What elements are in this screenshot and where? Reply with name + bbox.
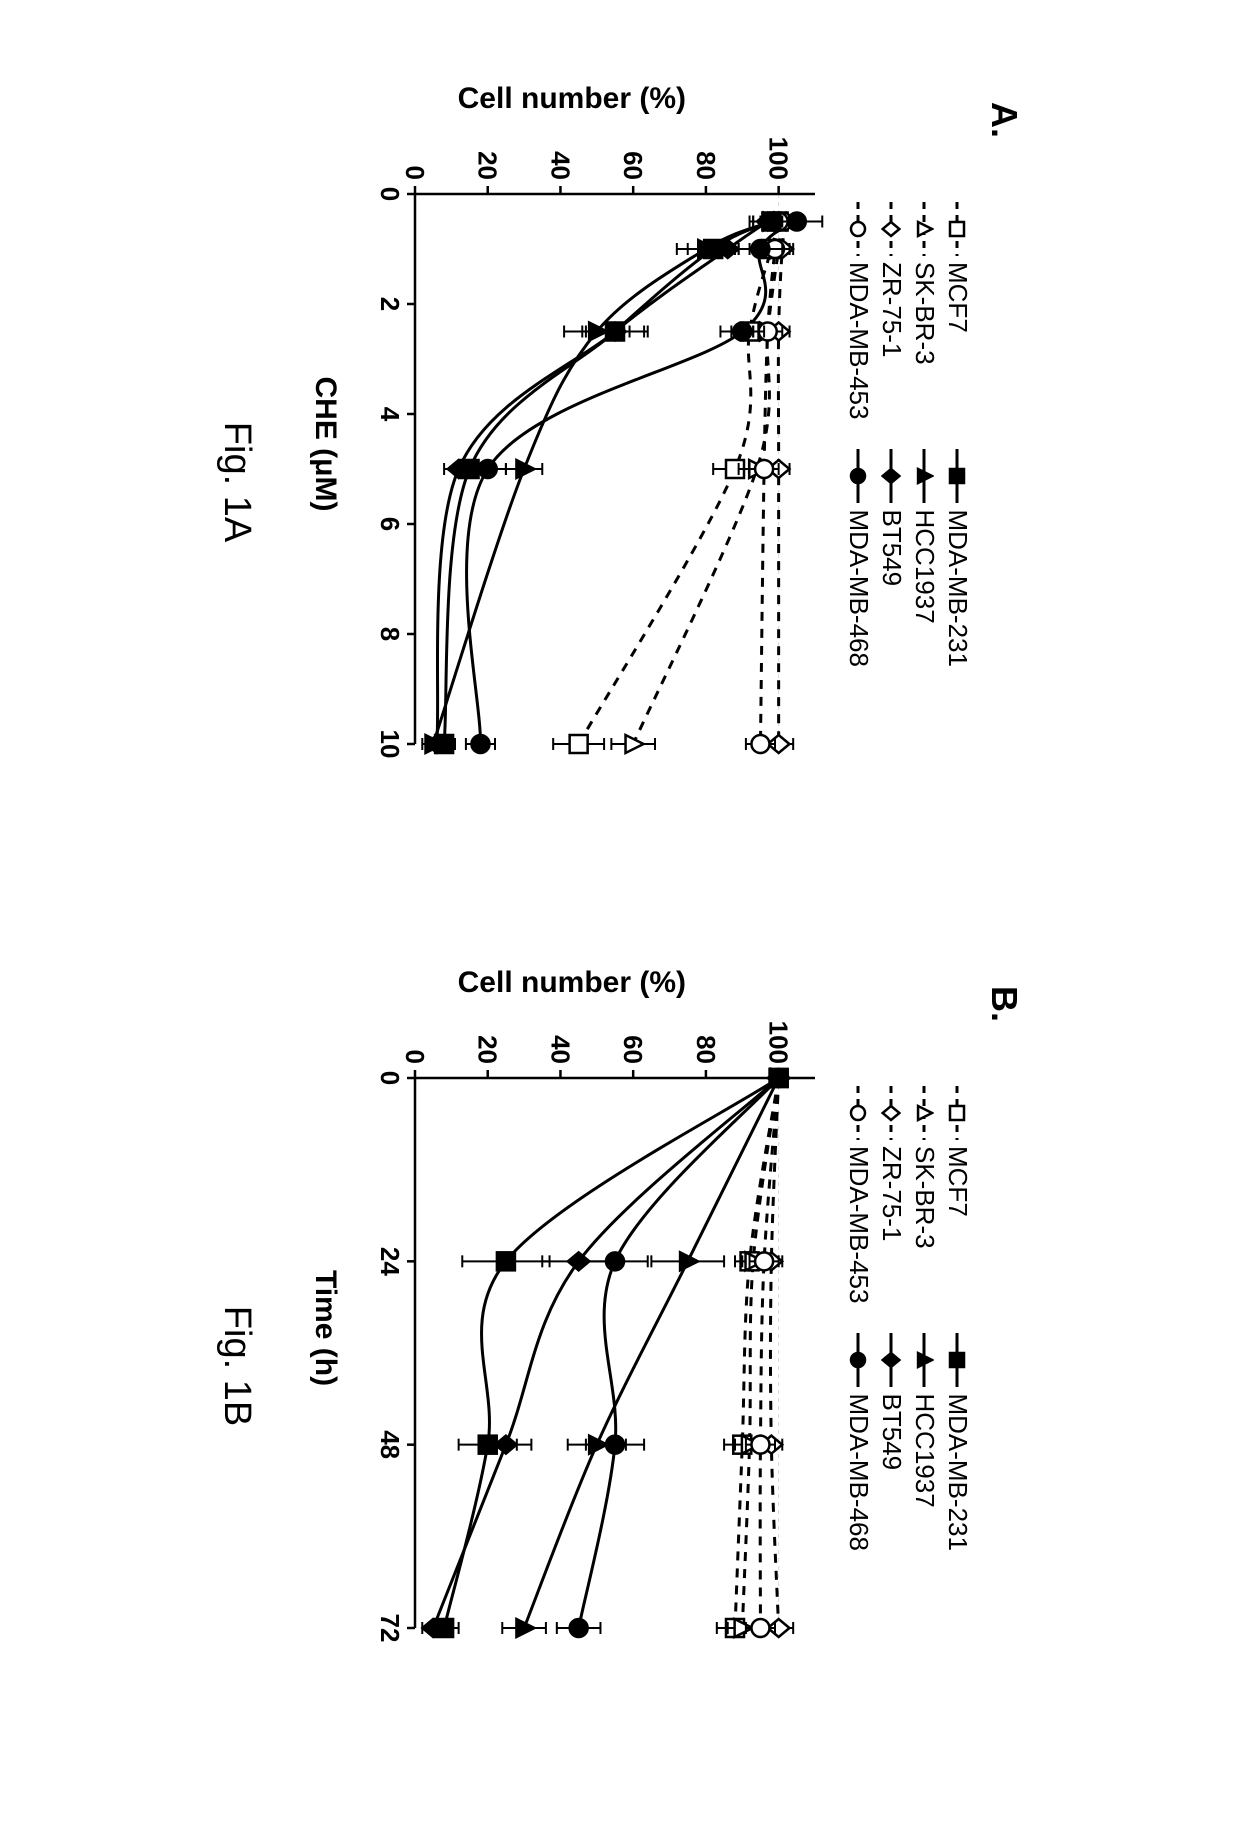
legend-label: MDA-MB-231 <box>942 1393 973 1550</box>
panel-A-ylabel: Cell number (%) <box>457 82 685 116</box>
svg-text:2: 2 <box>375 297 405 311</box>
legend-label: MDA-MB-453 <box>843 262 874 419</box>
legend-label: MDA-MB-468 <box>843 1393 874 1550</box>
legend-label: MDA-MB-468 <box>843 509 874 666</box>
svg-text:0: 0 <box>375 1071 405 1085</box>
legend-label: SK-BR-3 <box>909 1146 940 1249</box>
legend-item-SKBR3: SK-BR-3 <box>909 1086 940 1303</box>
svg-text:40: 40 <box>545 151 575 180</box>
svg-text:80: 80 <box>691 1035 721 1064</box>
panel-A-chart: 0 20 40 60 80 100 0 2 4 6 8 10 <box>355 124 835 764</box>
legend-label: BT549 <box>876 509 907 586</box>
svg-text:48: 48 <box>375 1430 405 1459</box>
legend-item-ZR751: ZR-75-1 <box>876 1086 907 1303</box>
svg-text:4: 4 <box>375 407 405 422</box>
legend-label: MCF7 <box>942 262 973 333</box>
panel-B-ylabel: Cell number (%) <box>457 966 685 1000</box>
legend-item-BT549: BT549 <box>876 449 907 666</box>
panel-A: A. MCF7SK-BR-3ZR-75-1MDA-MB-453 MDA-MB-23… <box>215 82 1025 882</box>
legend-item-MDAMB453: MDA-MB-453 <box>843 202 874 419</box>
svg-text:20: 20 <box>473 1035 503 1064</box>
legend-label: HCC1937 <box>909 509 940 623</box>
legend-item-MDAMB231: MDA-MB-231 <box>942 449 973 666</box>
panel-B-xlabel: Time (h) <box>308 1008 342 1648</box>
svg-text:8: 8 <box>375 627 405 641</box>
svg-text:24: 24 <box>375 1247 405 1276</box>
legend-item-MDAMB453: MDA-MB-453 <box>843 1086 874 1303</box>
legend-label: MDA-MB-453 <box>843 1146 874 1303</box>
legend-item-MDAMB468: MDA-MB-468 <box>843 449 874 666</box>
panel-B-chart: 0 20 40 60 80 100 0 24 48 72 <box>355 1008 835 1648</box>
legend-item-MCF7: MCF7 <box>942 1086 973 1303</box>
panel-A-caption: Fig. 1A <box>215 82 258 882</box>
legend-label: BT549 <box>876 1393 907 1470</box>
legend-item-MDAMB468: MDA-MB-468 <box>843 1333 874 1550</box>
svg-text:100: 100 <box>764 1021 794 1064</box>
svg-text:0: 0 <box>400 1050 430 1064</box>
svg-text:6: 6 <box>375 517 405 531</box>
svg-text:40: 40 <box>545 1035 575 1064</box>
panel-B-caption: Fig. 1B <box>215 966 258 1766</box>
legend-item-ZR751: ZR-75-1 <box>876 202 907 419</box>
legend-item-HCC1937: HCC1937 <box>909 1333 940 1550</box>
svg-text:100: 100 <box>764 137 794 180</box>
legend-label: HCC1937 <box>909 1393 940 1507</box>
panel-B-legend: MCF7SK-BR-3ZR-75-1MDA-MB-453 MDA-MB-231HC… <box>843 1086 973 1551</box>
panel-B: B. MCF7SK-BR-3ZR-75-1MDA-MB-453 MDA-MB-23… <box>215 966 1025 1766</box>
svg-text:10: 10 <box>375 730 405 759</box>
svg-text:60: 60 <box>618 1035 648 1064</box>
panel-A-xlabel: CHE (μM) <box>308 124 342 764</box>
legend-label: MDA-MB-231 <box>942 509 973 666</box>
panel-A-label: A. <box>983 102 1025 138</box>
svg-text:20: 20 <box>473 151 503 180</box>
svg-text:80: 80 <box>691 151 721 180</box>
legend-item-BT549: BT549 <box>876 1333 907 1550</box>
svg-text:60: 60 <box>618 151 648 180</box>
legend-label: MCF7 <box>942 1146 973 1217</box>
svg-text:0: 0 <box>375 187 405 201</box>
panel-A-legend: MCF7SK-BR-3ZR-75-1MDA-MB-453 MDA-MB-231HC… <box>843 202 973 667</box>
figure-row: A. MCF7SK-BR-3ZR-75-1MDA-MB-453MDA-MB-23… <box>0 0 1240 1848</box>
panel-B-label: B. <box>983 986 1025 1022</box>
legend-item-MDAMB231: MDA-MB-231 <box>942 1333 973 1550</box>
legend-label: ZR-75-1 <box>876 1146 907 1241</box>
legend-item-HCC1937: HCC1937 <box>909 449 940 666</box>
legend-item-SKBR3: SK-BR-3 <box>909 202 940 419</box>
svg-text:0: 0 <box>400 166 430 180</box>
svg-text:72: 72 <box>375 1614 405 1643</box>
legend-item-MCF7: MCF7 <box>942 202 973 419</box>
legend-label: SK-BR-3 <box>909 262 940 365</box>
page-wrapper: A. MCF7SK-BR-3ZR-75-1MDA-MB-453MDA-MB-23… <box>0 0 1240 1848</box>
legend-label: ZR-75-1 <box>876 262 907 357</box>
